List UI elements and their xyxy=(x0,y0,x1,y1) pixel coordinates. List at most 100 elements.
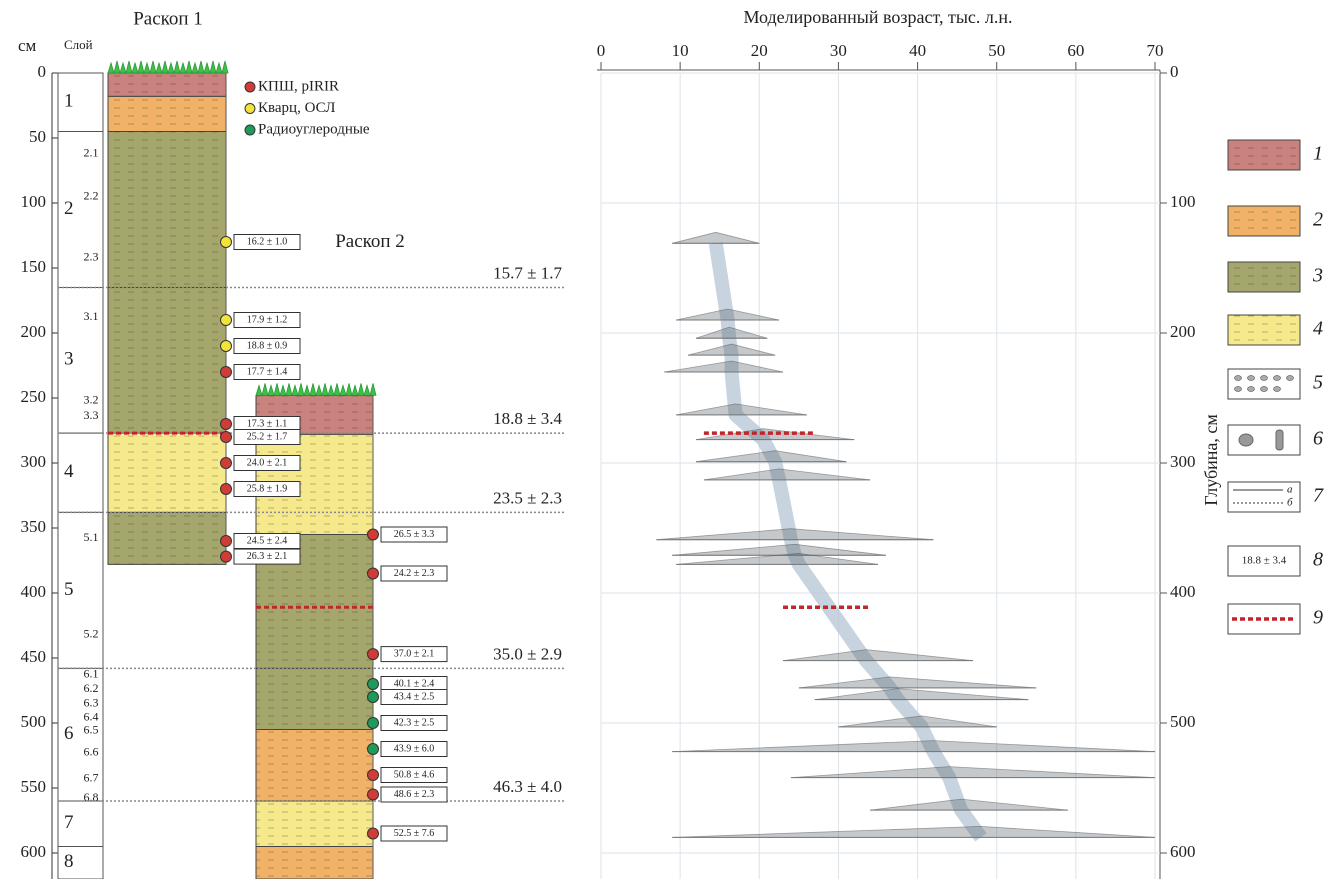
sample-label: 25.8 ± 1.9 xyxy=(247,483,288,494)
age-distribution xyxy=(790,766,1156,778)
unit-texture xyxy=(256,729,373,801)
y-tick-label: 600 xyxy=(1170,842,1196,861)
x-tick-label: 70 xyxy=(1147,41,1164,60)
unit-texture xyxy=(108,287,226,434)
sample-box xyxy=(233,533,301,549)
layer-box xyxy=(57,846,104,879)
sample-box xyxy=(380,741,448,757)
age-distribution xyxy=(782,649,974,661)
depth-tick-label: 450 xyxy=(21,647,47,666)
sample-box xyxy=(233,429,301,445)
legend-number: 2 xyxy=(1313,209,1323,231)
boundary-label: 46.3 ± 4.0 xyxy=(493,777,562,796)
sample-label: 42.3 ± 2.5 xyxy=(394,717,435,728)
sublayer-label: 6.7 xyxy=(84,771,99,785)
sample-box xyxy=(380,689,448,705)
depth-tick-label: 600 xyxy=(21,842,47,861)
sample-label: 24.5 ± 2.4 xyxy=(247,535,288,546)
legend-gravel xyxy=(1247,386,1255,392)
sublayer-label: 6.3 xyxy=(84,695,99,709)
sample-label: 37.0 ± 2.1 xyxy=(394,648,435,659)
sample-box xyxy=(380,767,448,783)
layer-header: Слой xyxy=(64,37,93,52)
unit-texture xyxy=(108,96,226,132)
sample-label: 17.3 ± 1.1 xyxy=(247,418,288,429)
depth-tick-label: 250 xyxy=(21,387,47,406)
unit-texture xyxy=(108,433,226,513)
legend-label: КПШ, pIRIR xyxy=(258,78,339,94)
y-tick-label: 100 xyxy=(1170,192,1196,211)
layer-label: 3 xyxy=(64,349,74,370)
legend-sublabel: б xyxy=(1287,497,1293,509)
sublayer-label: 6.2 xyxy=(84,681,99,695)
unit-texture xyxy=(256,801,373,847)
sample-label: 43.9 ± 6.0 xyxy=(394,743,435,754)
model-band xyxy=(708,242,987,842)
sample-label: 50.8 ± 4.6 xyxy=(394,769,435,780)
sample-point xyxy=(220,550,232,563)
depth-tick-label: 300 xyxy=(21,452,47,471)
depth-tick-label: 350 xyxy=(21,517,47,536)
sample-point xyxy=(220,535,232,547)
age-distribution xyxy=(687,343,776,356)
x-tick-label: 50 xyxy=(988,41,1005,60)
layer-box xyxy=(57,72,104,132)
legend-stone xyxy=(1275,429,1284,451)
legend-gravel xyxy=(1286,375,1294,381)
depth-tick-label: 100 xyxy=(21,192,47,211)
sublayer-label: 2.3 xyxy=(84,249,99,263)
age-distribution xyxy=(656,528,934,541)
y-axis-title: Глубина, см xyxy=(1201,414,1221,506)
layer-box xyxy=(57,800,104,847)
sublayer-label: 5.2 xyxy=(84,626,99,640)
legend-number: 1 xyxy=(1313,143,1323,165)
age-distribution xyxy=(870,798,1068,811)
legend-box xyxy=(1227,368,1301,400)
sample-label: 26.3 ± 2.1 xyxy=(247,551,288,562)
sublayer-label: 5.1 xyxy=(84,530,99,544)
sublayer-label: 6.6 xyxy=(84,745,99,759)
sample-point xyxy=(367,691,379,703)
x-tick-label: 20 xyxy=(751,41,768,60)
sublayer-label: 3.1 xyxy=(84,309,99,323)
sample-point xyxy=(367,827,379,840)
layer-box xyxy=(57,287,104,434)
legend-texture xyxy=(1228,262,1300,292)
depth-tick-label: 400 xyxy=(21,582,47,601)
legend-gravel xyxy=(1234,375,1242,381)
sample-box xyxy=(380,825,448,842)
depth-tick-label: 0 xyxy=(38,62,47,81)
layer-box xyxy=(57,131,104,288)
unit-texture xyxy=(256,846,373,879)
sample-box xyxy=(233,338,301,354)
sublayer-label: 2.2 xyxy=(84,188,99,202)
legend-label: Кварц, ОСЛ xyxy=(258,100,335,116)
sample-label: 43.4 ± 2.5 xyxy=(394,691,435,702)
sample-label: 17.9 ± 1.2 xyxy=(247,314,288,325)
sublayer-label: 6.4 xyxy=(84,710,99,724)
layer-label: 8 xyxy=(64,851,74,872)
age-distribution xyxy=(695,428,855,441)
legend-number: 3 xyxy=(1312,265,1323,287)
layer-box xyxy=(57,667,104,802)
age-distribution xyxy=(676,403,807,416)
y-tick-label: 500 xyxy=(1170,712,1196,731)
layer-box xyxy=(57,432,104,513)
sample-point xyxy=(367,648,379,661)
x-tick-label: 40 xyxy=(909,41,926,60)
sublayer-label: 6.5 xyxy=(84,723,99,737)
sample-point xyxy=(367,528,379,541)
unit-texture xyxy=(108,512,226,565)
sample-point xyxy=(220,314,232,326)
boundary-label: 15.7 ± 1.7 xyxy=(493,263,562,282)
depth-tick-label: 200 xyxy=(21,322,47,341)
legend-number: 5 xyxy=(1313,372,1323,394)
legend-gravel xyxy=(1273,375,1281,381)
sample-point xyxy=(220,418,232,430)
sample-point xyxy=(367,567,379,580)
section-title: Раскоп 2 xyxy=(335,231,405,252)
age-distribution xyxy=(676,308,780,321)
layer-label: 1 xyxy=(64,91,74,112)
sublayer-label: 3.2 xyxy=(84,392,99,406)
x-tick-label: 60 xyxy=(1067,41,1084,60)
